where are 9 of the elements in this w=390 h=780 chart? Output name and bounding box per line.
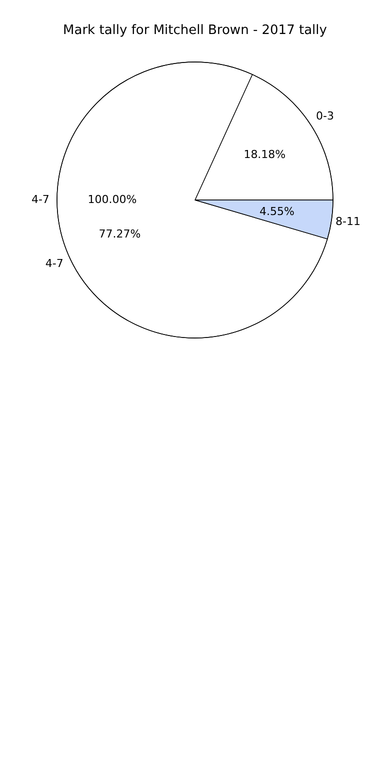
chart-title: Mark tally for Mitchell Brown - 2017 tally xyxy=(63,23,328,38)
data-label: 100.00% xyxy=(88,193,137,206)
slice-label: 4-7 xyxy=(31,193,50,206)
data-label: 18.18% xyxy=(244,148,286,162)
slice-label: 4-7 xyxy=(45,257,64,270)
data-label: 4.55% xyxy=(259,204,294,218)
slice-label: 8-11 xyxy=(336,215,360,228)
data-label: 77.27% xyxy=(98,227,141,240)
slice-label: 0-3 xyxy=(316,109,334,122)
